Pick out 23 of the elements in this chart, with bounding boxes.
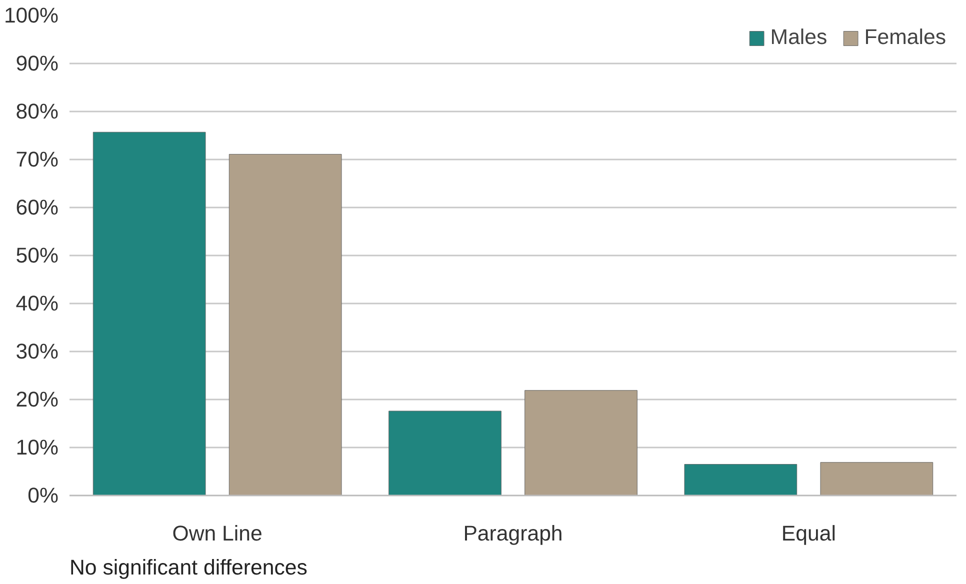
y-tick-label: 80% [16,100,59,124]
y-tick-label: 70% [16,148,59,172]
bar [820,462,934,496]
bar [92,132,206,496]
bar [524,390,638,496]
x-tick-label: Equal [781,522,836,546]
y-tick-label: 90% [16,52,59,76]
y-tick-label: 30% [16,340,59,364]
legend-label: Females [864,25,946,50]
y-tick-label: 50% [16,244,59,268]
y-tick-label: 100% [4,4,59,28]
bar [388,410,502,496]
x-tick-label: Paragraph [463,522,563,546]
x-tick-label: Own Line [172,522,262,546]
y-tick-label: 40% [16,292,59,316]
y-tick-label: 0% [28,484,59,508]
text: No significant differences [70,556,308,580]
bar [684,464,798,496]
y-tick-label: 20% [16,388,59,412]
y-tick-label: 60% [16,196,59,220]
bar [228,154,342,496]
legend-label: Males [770,25,828,50]
y-tick-label: 10% [16,436,59,460]
